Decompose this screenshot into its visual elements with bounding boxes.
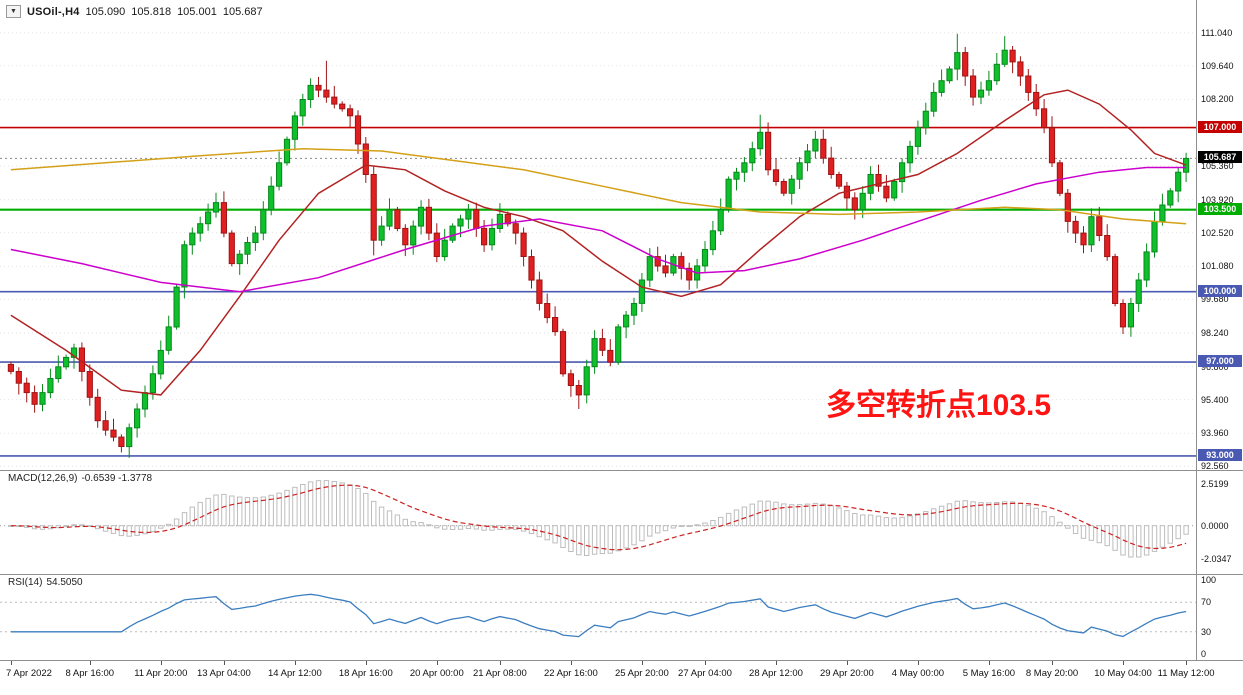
time-axis-label: 4 May 00:00 <box>891 668 945 679</box>
price-axis-label: 101.080 <box>1201 261 1234 272</box>
price-level-badge: 103.500 <box>1198 202 1242 215</box>
price-axis-label: 102.520 <box>1201 227 1234 238</box>
rsi-axis-label: 30 <box>1201 626 1212 637</box>
price-axis-label: 105.360 <box>1201 161 1234 172</box>
price-axis-label: 109.640 <box>1201 60 1234 71</box>
time-tick <box>917 661 919 665</box>
time-tick <box>705 661 706 665</box>
time-axis-label: 5 May 16:00 <box>962 668 1016 679</box>
ohlc-high: 105.818 <box>131 5 172 18</box>
price-axis-label: 108.200 <box>1201 94 1234 105</box>
time-axis-label: 28 Apr 12:00 <box>749 668 803 679</box>
macd-indicator-values: -0.6539 -1.3778 <box>81 473 153 484</box>
time-tick <box>160 661 162 665</box>
time-axis-label: 10 May 04:00 <box>1094 668 1152 679</box>
price-axis-label: 93.960 <box>1201 428 1229 439</box>
panel-separator[interactable] <box>0 470 1243 471</box>
rsi-axis-label: 70 <box>1201 597 1212 608</box>
macd-label: MACD(12,26,9) -0.6539 -1.3778 <box>8 473 152 484</box>
price-axis[interactable]: 111.040 109.640 108.200 105.360 103.920 102.5… <box>1197 0 1243 660</box>
macd-indicator-name: MACD(12,26,9) <box>8 473 78 484</box>
macd-axis-label: 2.5199 <box>1201 479 1229 490</box>
macd-canvas[interactable] <box>0 470 1197 574</box>
time-axis-label: 27 Apr 04:00 <box>678 668 732 679</box>
price-axis-label: 98.240 <box>1201 328 1229 339</box>
time-axis-label: 7 Apr 2022 <box>6 668 52 679</box>
time-tick <box>10 661 12 665</box>
time-tick <box>846 661 848 665</box>
time-axis-label: 18 Apr 16:00 <box>338 668 393 679</box>
price-level-badge: 97.000 <box>1198 355 1242 368</box>
price-level-badge: 100.000 <box>1198 284 1242 297</box>
panel-separator <box>0 660 1243 661</box>
price-axis-label: 103.920 <box>1201 194 1234 205</box>
horizontal-level-lines <box>0 126 1197 457</box>
time-tick <box>223 661 225 665</box>
panel-separator[interactable] <box>0 574 1243 575</box>
time-axis-label: 20 Apr 00:00 <box>409 668 464 679</box>
time-tick <box>365 661 367 665</box>
time-tick <box>294 661 296 665</box>
axis-divider-line <box>1196 0 1197 660</box>
price-axis-label: 95.400 <box>1201 394 1229 405</box>
price-axis-label: 92.560 <box>1201 461 1229 472</box>
time-axis-label: 8 May 20:00 <box>1025 668 1079 679</box>
time-tick <box>436 661 438 665</box>
symbol-dropdown-button[interactable]: ▼ <box>6 5 21 18</box>
rsi-canvas[interactable] <box>0 574 1197 660</box>
rsi-label: RSI(14) 54.5050 <box>8 577 83 588</box>
rsi-line <box>10 593 1187 638</box>
time-axis-label: 8 Apr 16:00 <box>65 668 115 679</box>
rsi-indicator-value: 54.5050 <box>46 577 83 588</box>
time-axis-label: 29 Apr 20:00 <box>819 668 874 679</box>
price-level-badge: 107.000 <box>1198 120 1242 133</box>
time-axis[interactable]: 7 Apr 2022 8 Apr 16:00 11 Apr 20:00 13 Apr … <box>0 660 1243 695</box>
macd-axis-label: 0.0000 <box>1201 520 1229 531</box>
time-tick <box>1186 661 1188 665</box>
time-axis-label: 14 Apr 12:00 <box>267 668 322 679</box>
price-level-badge: 93.000 <box>1198 448 1242 461</box>
rsi-panel: RSI(14) 54.5050 <box>0 574 1197 660</box>
ohlc-close: 105.687 <box>222 5 263 18</box>
price-axis-label: 111.040 <box>1201 27 1233 38</box>
chart-title: ▼ USOil-,H4 105.090 105.818 105.001 105.… <box>6 5 263 18</box>
time-axis-label: 25 Apr 20:00 <box>614 668 669 679</box>
time-tick <box>641 661 643 665</box>
price-axis-label: 99.680 <box>1201 294 1229 305</box>
time-axis-label: 13 Apr 04:00 <box>196 668 251 679</box>
price-level-badge: 105.687 <box>1198 151 1242 164</box>
time-tick <box>89 661 91 665</box>
chart-symbol-timeframe: USOil-,H4 <box>27 5 80 18</box>
time-tick <box>1123 661 1124 665</box>
ohlc-open: 105.090 <box>85 5 126 18</box>
time-axis-label: 22 Apr 16:00 <box>543 668 598 679</box>
time-tick <box>499 661 501 665</box>
time-axis-label: 21 Apr 08:00 <box>472 668 527 679</box>
rsi-indicator-name: RSI(14) <box>8 577 43 588</box>
annotation-text: 多空转折点103.5 <box>826 389 1052 422</box>
time-axis-label: 11 May 12:00 <box>1157 668 1215 679</box>
time-axis-label: 11 Apr 20:00 <box>134 668 188 679</box>
macd-axis-label: -2.0347 <box>1201 554 1232 565</box>
rsi-axis-label: 100 <box>1201 575 1217 585</box>
macd-panel: MACD(12,26,9) -0.6539 -1.3778 <box>0 470 1197 574</box>
ma-medium-crimson-line <box>10 89 1187 396</box>
ma-slowest-gold-line <box>10 147 1187 225</box>
macd-signal-line <box>10 484 1187 551</box>
time-tick <box>776 661 777 665</box>
rsi-axis-label: 0 <box>1201 649 1207 659</box>
time-tick <box>1052 661 1053 665</box>
time-tick <box>988 661 990 665</box>
ma-slow-magenta-line <box>10 166 1187 293</box>
main-chart-canvas[interactable] <box>0 0 1197 470</box>
ohlc-low: 105.001 <box>177 5 217 18</box>
time-tick <box>570 661 572 665</box>
macd-histogram <box>8 480 1189 558</box>
